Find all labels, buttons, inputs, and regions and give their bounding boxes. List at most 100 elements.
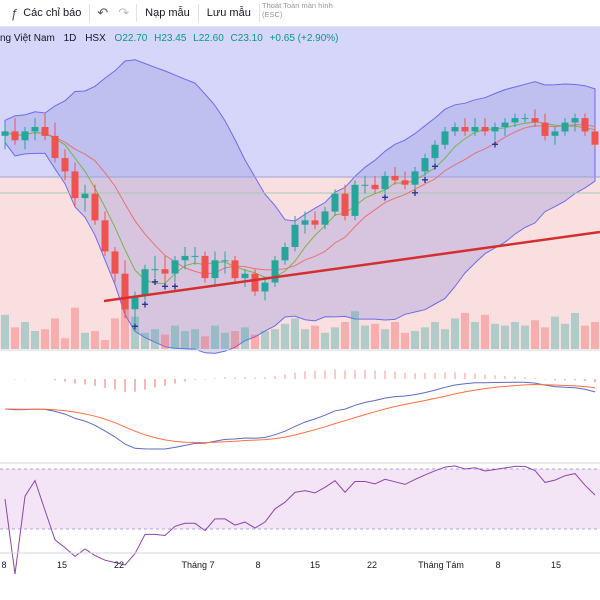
candle-body bbox=[371, 184, 379, 190]
candle bbox=[171, 255, 179, 283]
candle-body bbox=[61, 158, 69, 172]
chart-canvas[interactable]: +++ + ++ ++++ 8 15 22 Tháng 7 8 15 22 Tháng Tám 8 15 bbox=[0, 27, 600, 600]
change-value: +0.65 (+2.90%) bbox=[269, 33, 339, 44]
candle bbox=[421, 153, 429, 176]
volume-bar bbox=[281, 323, 289, 349]
volume-bar bbox=[151, 329, 159, 349]
candle bbox=[11, 118, 19, 145]
load-template-button[interactable]: Nạp mẫu bbox=[145, 7, 190, 19]
volume-bar bbox=[471, 322, 479, 349]
candle-body bbox=[461, 127, 469, 132]
signal-marker: + bbox=[141, 297, 148, 311]
trend-line[interactable] bbox=[103, 230, 600, 303]
candle bbox=[311, 211, 319, 230]
volume-bar bbox=[491, 323, 499, 349]
rsi-pane bbox=[0, 465, 600, 575]
candle-body bbox=[541, 122, 549, 136]
candle-body bbox=[441, 131, 449, 145]
candle bbox=[21, 127, 29, 150]
candle bbox=[581, 113, 589, 136]
candle-body bbox=[191, 255, 199, 257]
high-value: H23.45 bbox=[154, 33, 187, 44]
candle-body bbox=[211, 260, 219, 279]
candle-body bbox=[581, 118, 589, 132]
volume-bar bbox=[11, 327, 19, 349]
volume-bar bbox=[401, 332, 409, 349]
interval-label: 1D bbox=[63, 33, 77, 44]
candle-body bbox=[231, 260, 239, 279]
fullscreen-exit-hint: Thoát Toàn màn hình (ESC) bbox=[262, 1, 333, 19]
candle bbox=[401, 171, 409, 190]
volume-bar bbox=[31, 331, 39, 349]
candle-body bbox=[151, 269, 159, 271]
volume-bar bbox=[71, 307, 79, 349]
candle-body bbox=[401, 180, 409, 185]
candle bbox=[321, 207, 329, 230]
volume-bar bbox=[181, 331, 189, 349]
volume-bar bbox=[561, 323, 569, 349]
candle bbox=[251, 269, 259, 296]
signal-markers: +++ + ++ ++++ bbox=[131, 137, 498, 333]
candle-body bbox=[571, 118, 579, 123]
volume-bar bbox=[291, 318, 299, 349]
candle-body bbox=[331, 193, 339, 212]
candle bbox=[91, 184, 99, 225]
close-value: C23.10 bbox=[230, 33, 263, 44]
candle bbox=[301, 211, 309, 234]
signal-marker: + bbox=[131, 320, 138, 334]
candle-body bbox=[81, 193, 89, 199]
candle bbox=[501, 118, 509, 136]
volume-bar bbox=[381, 329, 389, 349]
macd-histogram bbox=[14, 369, 596, 392]
candle bbox=[111, 247, 119, 283]
moving-average-fast bbox=[4, 124, 596, 275]
candle-body bbox=[1, 131, 9, 136]
candle bbox=[371, 175, 379, 194]
candle-body bbox=[111, 251, 119, 274]
candle-body bbox=[261, 282, 269, 292]
candle-body bbox=[351, 184, 359, 216]
candle bbox=[351, 180, 359, 221]
candle-body bbox=[561, 122, 569, 132]
volume-bar bbox=[271, 329, 279, 349]
candle-body bbox=[491, 127, 499, 132]
volume-bar bbox=[221, 332, 229, 349]
signal-marker: + bbox=[421, 173, 428, 187]
time-axis-label: Tháng 7 bbox=[181, 560, 214, 570]
candle bbox=[31, 118, 39, 141]
candle bbox=[201, 251, 209, 283]
volume-bar bbox=[311, 325, 319, 349]
symbol-legend[interactable]: ng Việt Nam 1D HSX O22.70 H23.45 L22.60 … bbox=[0, 33, 339, 44]
volume-bar bbox=[421, 327, 429, 349]
volume-bar bbox=[61, 338, 69, 349]
rsi-band bbox=[0, 469, 600, 529]
time-axis: 8 15 22 Tháng 7 8 15 22 Tháng Tám 8 15 bbox=[1, 560, 561, 570]
candle-body bbox=[321, 211, 329, 225]
save-template-button[interactable]: Lưu mẫu bbox=[206, 7, 251, 19]
candle bbox=[381, 171, 389, 194]
candle bbox=[261, 278, 269, 301]
volume-bar bbox=[301, 329, 309, 349]
indicators-button[interactable]: ƒ Các chỉ báo bbox=[0, 0, 87, 26]
volume-bar bbox=[81, 332, 89, 349]
candle-body bbox=[131, 295, 139, 310]
candle bbox=[571, 113, 579, 132]
redo-icon[interactable]: ↷ bbox=[118, 5, 130, 20]
volume-bar bbox=[551, 316, 559, 349]
volume-bar bbox=[1, 314, 9, 349]
candle-body bbox=[501, 122, 509, 127]
volume-bar bbox=[501, 325, 509, 349]
indicators-label: Các chỉ báo bbox=[23, 7, 82, 19]
low-value: L22.60 bbox=[193, 33, 224, 44]
candle bbox=[231, 255, 239, 283]
time-axis-label: Tháng Tám bbox=[418, 560, 464, 570]
candle-body bbox=[11, 131, 19, 141]
undo-icon[interactable]: ↶ bbox=[97, 5, 109, 20]
volume-bar bbox=[131, 316, 139, 349]
signal-marker: + bbox=[151, 275, 158, 289]
volume-bar bbox=[571, 313, 579, 349]
candle bbox=[81, 184, 89, 212]
candle-body bbox=[281, 247, 289, 261]
volume-bar bbox=[161, 334, 169, 349]
volume-bar bbox=[241, 327, 249, 349]
